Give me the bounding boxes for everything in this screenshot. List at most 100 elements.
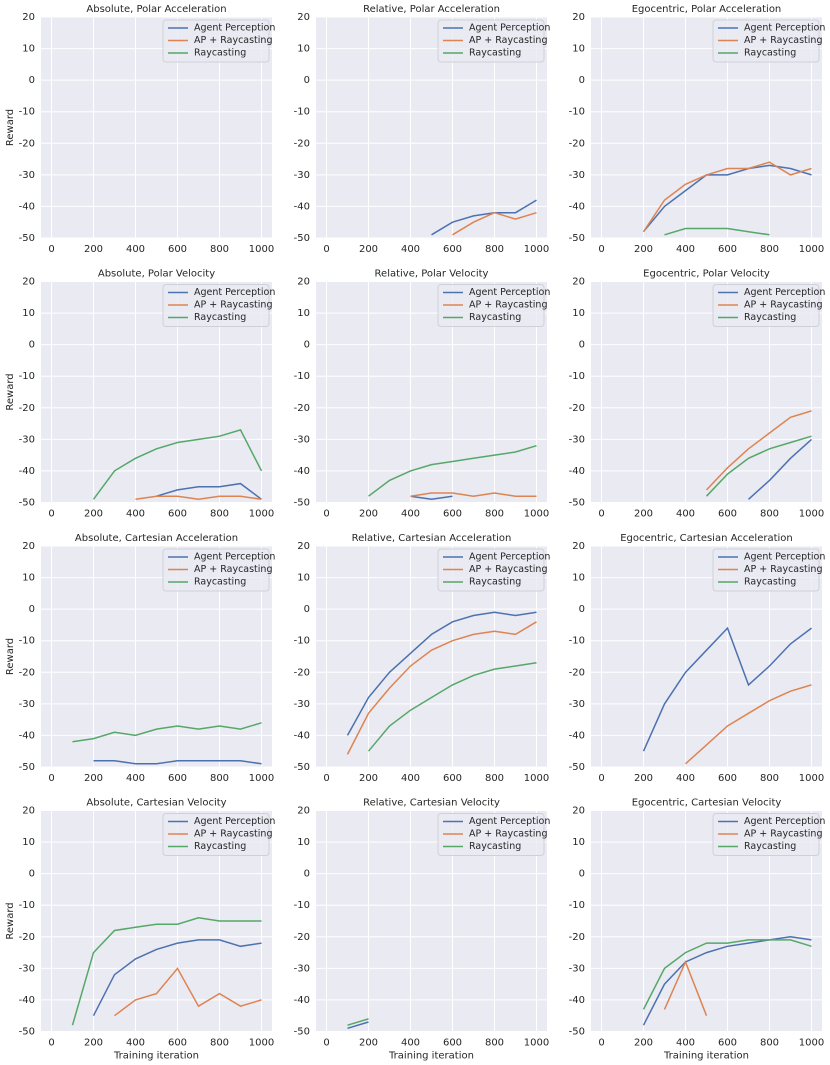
x-tick-label: 1000: [249, 773, 274, 784]
legend-box: [712, 19, 820, 63]
y-tick-label: -40: [294, 466, 310, 477]
series-line: [346, 611, 537, 736]
plot-lines: [92, 429, 263, 501]
x-tick-label: 400: [401, 509, 420, 520]
legend-label: Raycasting: [194, 841, 246, 852]
subplot-title: Relative, Cartesian Acceleration: [352, 533, 512, 544]
x-tick-label: 1000: [524, 773, 549, 784]
y-tick-label: -20: [294, 667, 310, 678]
series-line: [368, 444, 537, 497]
y-tick-label: -10: [19, 107, 35, 118]
legend-label: Agent Perception: [469, 287, 550, 298]
x-tick-label: 400: [401, 1038, 420, 1049]
y-tick-label: -40: [569, 466, 585, 477]
x-tick-label: 1000: [524, 1038, 549, 1049]
x-tick-label: 600: [443, 509, 462, 520]
y-tick-label: -50: [19, 498, 35, 509]
x-tick-label: 400: [676, 509, 695, 520]
y-tick-label: -10: [569, 107, 585, 118]
subplot-title: Relative, Polar Acceleration: [363, 4, 500, 15]
x-axis-label: Training iteration: [388, 1051, 474, 1062]
y-tick-label: -10: [294, 636, 310, 647]
y-tick-label: -20: [569, 138, 585, 149]
legend-label: Agent Perception: [744, 552, 825, 563]
x-tick-label: 0: [598, 244, 604, 255]
y-tick-label: -50: [569, 762, 585, 773]
x-tick-label: 200: [84, 773, 103, 784]
series-line: [431, 199, 537, 236]
x-tick-label: 600: [718, 509, 737, 520]
y-tick-label: 10: [22, 308, 35, 319]
series-line: [642, 164, 812, 233]
x-tick-label: 800: [485, 509, 504, 520]
y-tick-label: -10: [19, 636, 35, 647]
series-line: [642, 939, 812, 1010]
series-line: [642, 626, 812, 752]
y-tick-label: 20: [572, 277, 585, 288]
y-tick-label: -50: [569, 1027, 585, 1038]
series-line: [705, 435, 812, 497]
x-tick-label: 200: [359, 509, 378, 520]
y-tick-label: -40: [569, 201, 585, 212]
x-tick-label: 600: [443, 1038, 462, 1049]
x-tick-label: 400: [126, 1038, 145, 1049]
y-tick-label: -30: [294, 434, 310, 445]
x-tick-label: 400: [401, 773, 420, 784]
x-tick-label: 600: [168, 1038, 187, 1049]
y-tick-label: -30: [569, 434, 585, 445]
legend-box: [162, 813, 270, 856]
y-tick-label: -50: [294, 1027, 310, 1038]
y-tick-label: 20: [572, 541, 585, 552]
y-tick-label: 10: [22, 44, 35, 55]
x-tick-label: 200: [634, 1038, 653, 1049]
x-tick-label: 0: [323, 509, 329, 520]
x-tick-label: 200: [84, 244, 103, 255]
x-tick-label: 800: [485, 1038, 504, 1049]
x-axis-label: Training iteration: [663, 1051, 749, 1062]
x-tick-label: 0: [48, 1038, 54, 1049]
x-tick-label: 1000: [799, 509, 824, 520]
x-tick-label: 0: [323, 1038, 329, 1049]
y-tick-label: -20: [294, 932, 310, 943]
x-tick-label: 0: [323, 773, 329, 784]
y-tick-label: -20: [294, 138, 310, 149]
x-tick-label: 800: [485, 773, 504, 784]
series-line: [135, 495, 262, 501]
y-tick-label: -30: [294, 699, 310, 710]
plot-lines: [642, 161, 812, 236]
y-tick-label: 0: [579, 869, 585, 880]
y-tick-label: -40: [19, 201, 35, 212]
y-tick-label: 0: [29, 75, 35, 86]
legend-label: Agent Perception: [194, 816, 275, 827]
y-tick-label: -30: [19, 963, 35, 974]
y-axis-label: Reward: [5, 902, 16, 939]
y-tick-label: 20: [572, 806, 585, 817]
y-tick-label: 10: [297, 573, 310, 584]
x-tick-label: 400: [676, 1038, 695, 1049]
legend-label: Agent Perception: [744, 816, 825, 827]
legend-label: Agent Perception: [194, 287, 275, 298]
x-tick-label: 0: [48, 244, 54, 255]
plot-lines: [642, 626, 812, 765]
y-tick-label: -20: [19, 403, 35, 414]
legend-label: Agent Perception: [744, 287, 825, 298]
legend-label: Raycasting: [469, 48, 521, 59]
series-line: [347, 1018, 369, 1026]
series-line: [92, 939, 262, 1017]
y-tick-label: 0: [29, 604, 35, 615]
legend-label: Raycasting: [194, 312, 246, 323]
y-tick-label: 0: [304, 75, 310, 86]
series-line: [410, 495, 453, 501]
plot-lines: [346, 611, 537, 755]
x-tick-label: 800: [760, 244, 779, 255]
legend-label: AP + Raycasting: [469, 564, 547, 575]
legend-label: Agent Perception: [744, 23, 825, 34]
y-tick-label: -40: [294, 995, 310, 1006]
series-line: [346, 621, 537, 755]
legend-label: AP + Raycasting: [744, 564, 822, 575]
y-tick-label: 20: [297, 12, 310, 23]
legend-label: Raycasting: [744, 48, 796, 59]
